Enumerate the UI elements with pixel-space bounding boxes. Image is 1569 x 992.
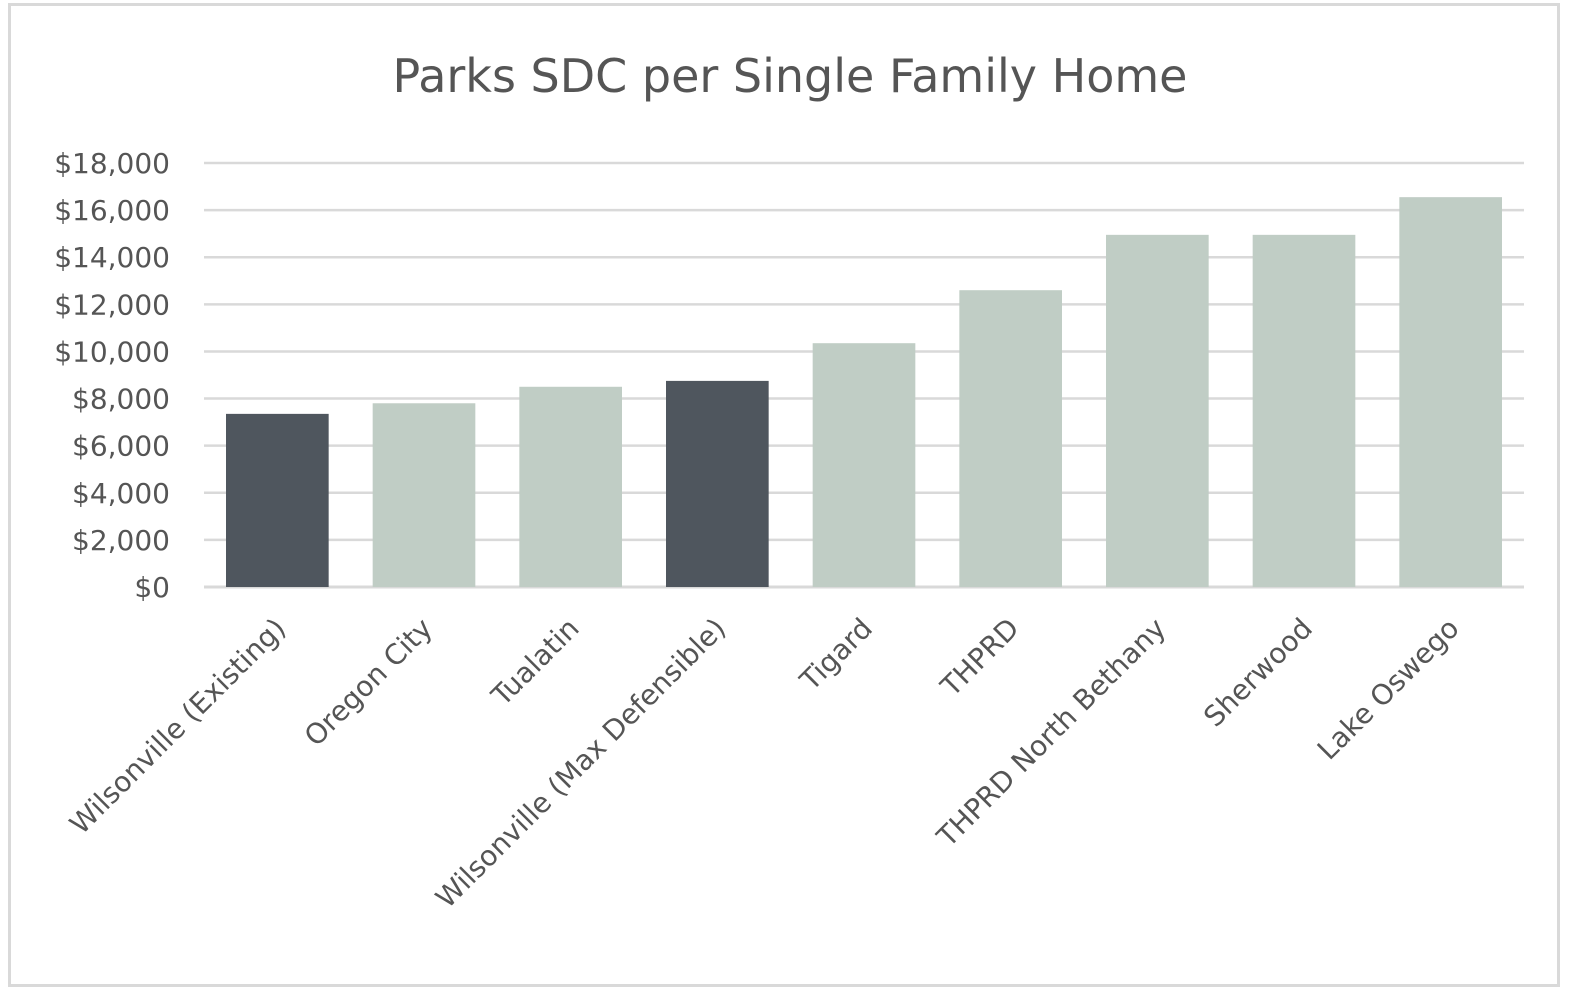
y-tick-label: $16,000 xyxy=(54,194,170,227)
x-tick-label: Tigard xyxy=(793,612,879,698)
y-tick-label: $18,000 xyxy=(54,147,170,180)
bar xyxy=(1106,234,1209,587)
x-tick-label: Tualatin xyxy=(484,612,585,713)
bar xyxy=(959,290,1062,587)
bar xyxy=(372,403,476,587)
x-tick-label: Lake Oswego xyxy=(1311,612,1466,767)
y-tick-label: $8,000 xyxy=(72,383,170,416)
y-tick-label: $14,000 xyxy=(54,241,170,274)
y-tick-label: $0 xyxy=(134,571,170,604)
x-tick-label: THPRD xyxy=(934,612,1026,704)
bar xyxy=(519,386,622,587)
y-tick-label: $6,000 xyxy=(72,430,170,463)
x-axis-labels: Wilsonville (Existing) Oregon City Tualati… xyxy=(63,612,1465,915)
y-axis-ticks: $0 $2,000 $4,000 $6,000 $8,000 $10,000 $12,000… xyxy=(54,147,170,604)
y-tick-label: $12,000 xyxy=(54,288,170,321)
y-tick-label: $10,000 xyxy=(54,335,170,368)
y-tick-label: $2,000 xyxy=(72,524,170,557)
y-tick-label: $4,000 xyxy=(72,477,170,510)
bar xyxy=(666,380,769,587)
bar xyxy=(226,413,329,587)
x-tick-label: Wilsonville (Max Defensible) xyxy=(429,612,732,915)
bar xyxy=(812,343,916,587)
x-tick-label: Sherwood xyxy=(1197,612,1319,734)
bar xyxy=(1252,234,1356,587)
chart-title: Parks SDC per Single Family Home xyxy=(393,49,1188,103)
x-tick-label: Oregon City xyxy=(298,612,439,753)
bars xyxy=(226,197,1502,587)
x-tick-label: Wilsonville (Existing) xyxy=(63,612,292,841)
bar xyxy=(1399,197,1502,587)
